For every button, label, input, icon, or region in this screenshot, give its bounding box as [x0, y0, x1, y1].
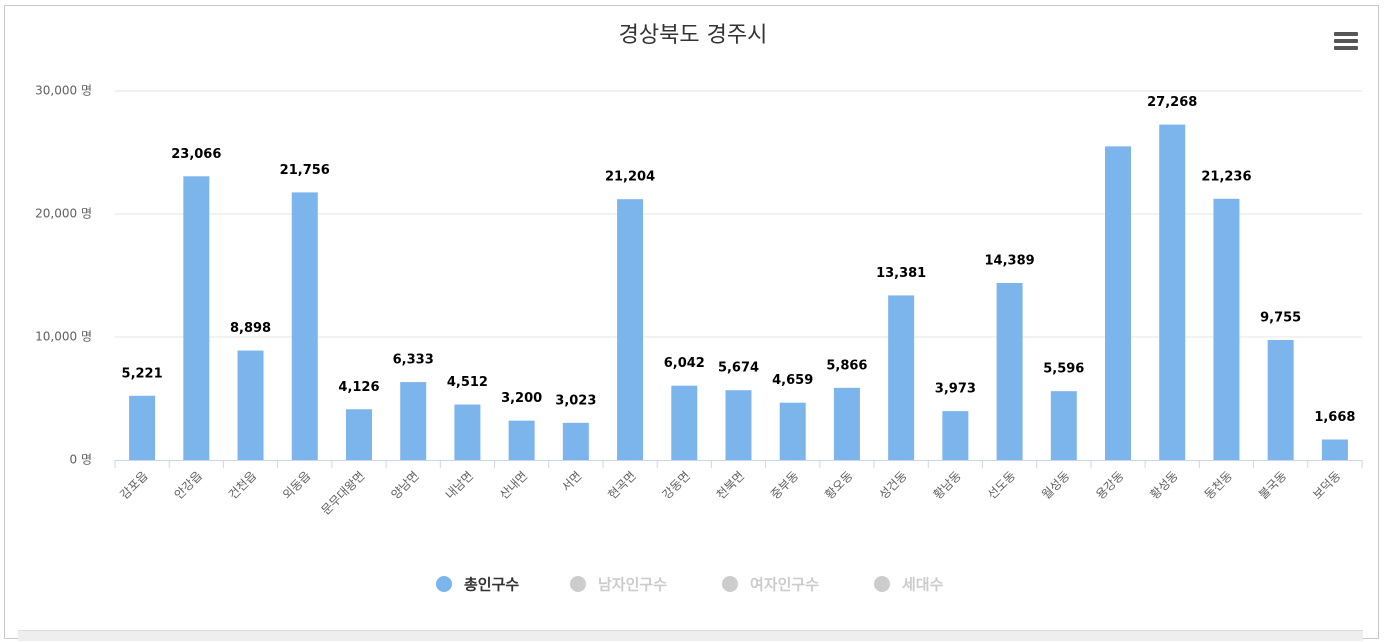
- x-tick-label: 불국동: [1256, 469, 1289, 502]
- x-tick-label: 보덕동: [1310, 469, 1343, 502]
- data-label: 6,042: [664, 356, 705, 371]
- x-tick-label: 동천동: [1201, 468, 1235, 502]
- data-label: 5,221: [122, 366, 163, 381]
- y-tick-label: 0 명: [70, 453, 93, 467]
- legend-symbol: [722, 576, 738, 592]
- y-tick-label: 30,000 명: [35, 84, 92, 98]
- bar: [1321, 439, 1348, 460]
- bar: [508, 420, 535, 460]
- bar: [129, 395, 156, 460]
- x-tick-label: 성건동: [876, 469, 909, 502]
- x-tick-label: 안강읍: [172, 469, 205, 502]
- bar: [833, 387, 860, 460]
- x-tick-label: 황남동: [931, 469, 964, 502]
- menu-button[interactable]: [1334, 32, 1358, 50]
- data-label: 5,866: [826, 358, 867, 373]
- x-tick-label: 중부동: [768, 469, 801, 502]
- legend-label: 세대수: [902, 576, 944, 594]
- data-label: 4,659: [772, 373, 813, 388]
- x-tick-label: 감포읍: [117, 469, 150, 502]
- data-label: 8,898: [230, 321, 271, 336]
- bar: [400, 382, 427, 460]
- bar: [291, 192, 318, 461]
- legend-symbol: [436, 576, 452, 592]
- data-label: 1,668: [1314, 410, 1355, 425]
- x-tick-label: 월성동: [1039, 469, 1072, 502]
- bar: [942, 411, 969, 460]
- bar: [345, 409, 372, 460]
- bottom-strip: [18, 630, 1363, 641]
- x-tick-label: 내남면: [443, 469, 476, 502]
- bar: [1267, 340, 1294, 460]
- data-label: 4,126: [338, 380, 379, 395]
- data-label: 5,596: [1043, 362, 1084, 377]
- x-tick-label: 건천읍: [225, 468, 259, 502]
- data-label: 27,268: [1147, 95, 1197, 110]
- legend-item[interactable]: 남자인구수: [570, 576, 667, 594]
- bar: [237, 350, 264, 460]
- x-tick-label: 외동읍: [280, 469, 313, 502]
- bar: [996, 283, 1023, 460]
- x-tick-label: 문무대왕면: [319, 469, 368, 518]
- legend-item[interactable]: 여자인구수: [722, 576, 819, 594]
- x-tick-label: 용강동: [1093, 469, 1126, 502]
- data-label: 3,023: [555, 393, 596, 408]
- bar: [888, 295, 915, 460]
- data-label: 4,512: [447, 375, 488, 390]
- x-tick-label: 서면: [559, 469, 585, 495]
- data-label: 5,674: [718, 361, 759, 376]
- legend-label: 여자인구수: [750, 576, 819, 594]
- data-label: 23,066: [171, 147, 221, 162]
- bar: [779, 402, 806, 460]
- data-label: 9,755: [1260, 311, 1301, 326]
- bar: [1105, 146, 1132, 460]
- data-label: 3,973: [935, 382, 976, 397]
- x-tick-label: 강동면: [660, 469, 693, 502]
- legend-symbol: [874, 576, 890, 592]
- legend-item[interactable]: 총인구수: [436, 576, 519, 594]
- bar: [671, 385, 698, 460]
- y-tick-label: 10,000 명: [35, 330, 92, 344]
- data-label: 3,200: [501, 391, 542, 406]
- data-label: 21,204: [605, 170, 655, 185]
- legend-label: 총인구수: [464, 576, 519, 594]
- bar: [1159, 124, 1186, 460]
- bar: [725, 390, 752, 460]
- data-label: 21,236: [1201, 169, 1251, 184]
- bar: [183, 176, 210, 460]
- x-tick-label: 황성동: [1148, 469, 1181, 502]
- x-tick-label: 산내면: [497, 469, 530, 502]
- bar: [1050, 391, 1077, 460]
- y-tick-label: 20,000 명: [35, 207, 92, 221]
- x-tick-label: 현곡면: [605, 469, 638, 502]
- data-label: 14,389: [985, 254, 1035, 269]
- x-tick-label: 황오동: [822, 469, 855, 502]
- data-label: 21,756: [280, 163, 330, 178]
- bar: [562, 422, 589, 460]
- legend-symbol: [570, 576, 586, 592]
- chart-title: 경상북도 경주시: [619, 23, 768, 48]
- data-label: 13,381: [876, 266, 926, 281]
- x-tick-label: 선도동: [985, 469, 1018, 502]
- bar: [454, 404, 481, 460]
- legend-item[interactable]: 세대수: [874, 576, 944, 594]
- bar: [1213, 198, 1240, 461]
- x-tick-label: 천북면: [713, 468, 747, 502]
- x-tick-label: 양남면: [388, 469, 421, 502]
- data-label: 6,333: [393, 353, 434, 368]
- legend-label: 남자인구수: [598, 576, 667, 594]
- bar: [617, 199, 644, 460]
